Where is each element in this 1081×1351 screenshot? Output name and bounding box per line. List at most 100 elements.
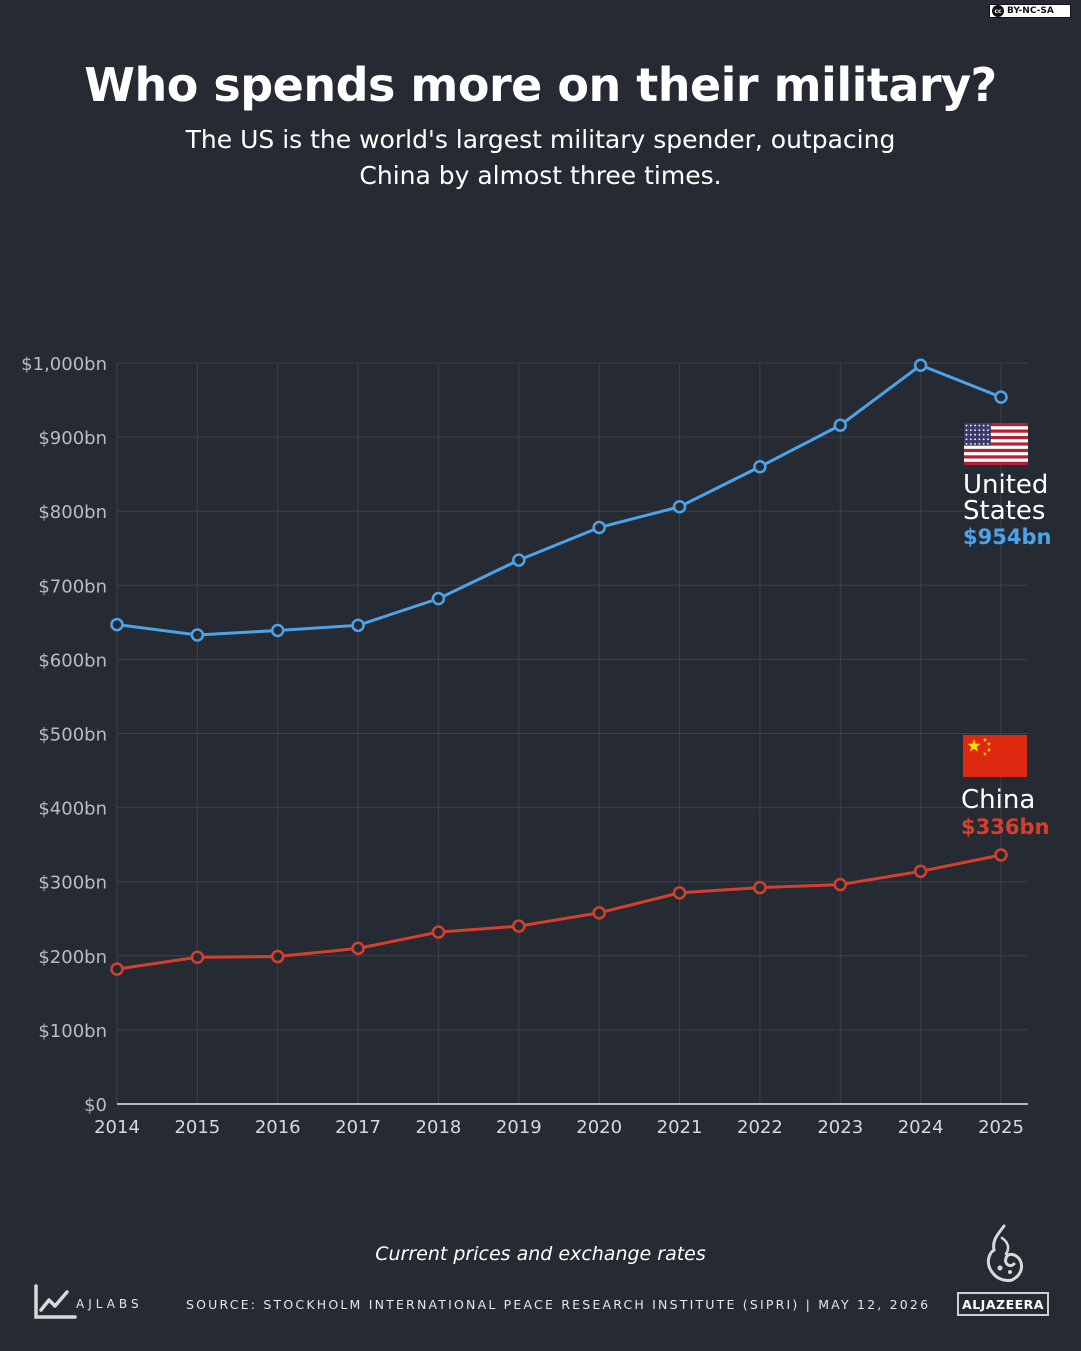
us-flag-stripe [964,423,1028,427]
y-tick-label: $1,000bn [21,354,107,375]
us-flag-star [982,443,985,445]
data-point [110,617,124,632]
y-tick-label: $600bn [38,650,107,671]
data-point [753,880,767,895]
x-tick-label: 2015 [174,1117,220,1138]
data-point [190,628,205,642]
us-flag-star [974,438,976,441]
us-flag-star [987,438,989,441]
data-point [190,950,205,965]
us-flag-star [987,424,989,427]
y-tick-label: $0 [84,1095,107,1116]
us-flag-star [974,424,976,427]
series-line-china [116,853,1002,971]
china-flag-star [986,741,992,746]
us-flag-star [969,443,972,445]
us-flag-star [982,438,985,441]
data-note: Current prices and exchange rates [375,1243,706,1265]
us-flag-star [982,429,985,431]
data-point [592,906,606,920]
ajlabs-logo-icon [34,1284,77,1319]
data-point [672,886,687,900]
data-point [753,459,767,474]
us-flag-star [965,438,968,441]
us-flag-stripe [964,448,1028,453]
data-point [512,553,526,567]
us-flag-star [969,429,972,431]
axis-layer: $0 $100bn $200bn $300bn $400bn $500bn $600bn $7… [21,354,1028,1138]
us-flag-star [987,433,989,436]
us-flag-star [974,443,976,445]
y-tick-label: $200bn [38,947,107,968]
data-point [351,618,365,633]
grid-layer [116,362,1028,1104]
us-flag-stripe [964,461,1028,465]
source-line: SOURCE: STOCKHOLM INTERNATIONAL PEACE RE… [186,1297,931,1312]
x-tick-label: 2019 [496,1117,542,1138]
data-point [512,919,526,933]
china-flag-star [982,751,988,756]
us-flag-star [982,424,985,427]
data-point [833,418,848,432]
data-point [351,941,365,956]
series-line-united-states [116,363,1002,637]
aljazeera-wordmark: ALJAZEERA [957,1292,1049,1316]
us-flag-stripe [964,429,1028,433]
us-flag-canton [964,423,991,446]
data-point [994,848,1008,862]
ajlabs-wordmark: AJLABS [76,1297,143,1311]
y-tick-label: $900bn [38,428,107,449]
x-tick-label: 2017 [335,1117,381,1138]
data-point [270,949,285,964]
us-flag-star [978,429,981,431]
x-tick-label: 2023 [817,1117,863,1138]
chart-subtitle: The US is the world's largest military s… [185,125,896,190]
china-flag-field [963,735,1027,777]
data-point [994,390,1008,404]
x-tick-label: 2014 [94,1117,140,1138]
us-flag-star [965,424,968,427]
us-flag-star [969,424,972,427]
x-tick-label: 2020 [576,1117,622,1138]
series-name-label: China [961,785,1035,815]
license-badge: cc BY-NC-SA [989,4,1071,18]
line-chart: $0 $100bn $200bn $300bn $400bn $500bn $600bn $7… [21,354,1051,1138]
y-tick-label: $700bn [38,576,107,597]
x-tick-label: 2022 [737,1117,783,1138]
data-point [431,591,446,606]
data-point [913,864,928,879]
us-flag-star [965,429,968,431]
data-point [592,520,606,535]
data-point [270,623,285,638]
license-label: BY-NC-SA [1007,6,1054,16]
us-flag-star [982,433,985,436]
chart-title: Who spends more on their military? [84,58,997,112]
creative-commons-icon: cc [992,5,1004,17]
us-flag-stripe [964,442,1028,446]
series-name-label: United [963,470,1048,500]
y-tick-label: $800bn [38,502,107,523]
us-flag-star [978,433,981,436]
china-flag-star [967,739,981,752]
us-flag-star [965,443,968,445]
us-flag-star [969,438,972,441]
us-flag-stripe [964,455,1028,459]
data-point [833,877,848,892]
us-flag-stripe [964,435,1028,440]
aljazeera-emblem-icon [986,1224,1024,1282]
data-point [672,500,687,514]
us-flag-star [965,433,968,436]
china-flag [963,735,1027,777]
x-tick-label: 2021 [657,1117,703,1138]
data-point [110,962,124,976]
x-tick-label: 2016 [255,1117,301,1138]
series-name-label: States [963,496,1045,526]
us-flag-star [974,429,976,431]
china-flag-star [986,747,992,752]
china-flag-star [982,737,988,742]
data-point [913,358,928,372]
us-flag-star [978,443,981,445]
x-tick-label: 2025 [978,1117,1024,1138]
x-tick-label: 2024 [898,1117,944,1138]
